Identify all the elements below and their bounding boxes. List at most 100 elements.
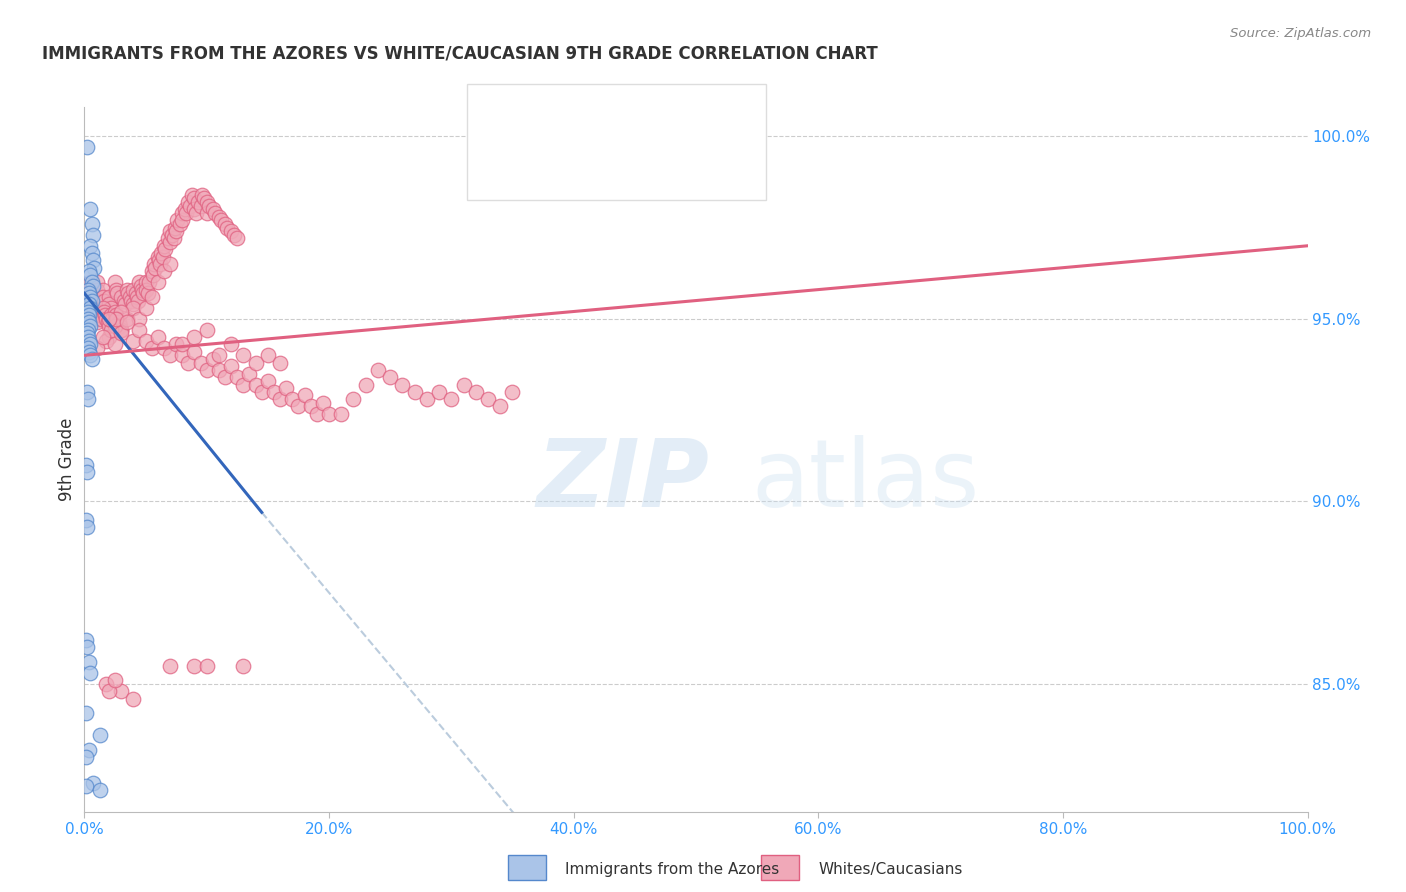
- Point: [138, 275, 160, 289]
- Point: [117, 286, 139, 301]
- Point: [464, 384, 486, 399]
- Point: [122, 283, 145, 297]
- Text: 0.719: 0.719: [572, 161, 630, 179]
- Point: [105, 311, 128, 326]
- Point: [114, 297, 136, 311]
- Point: [110, 326, 132, 341]
- Point: [146, 330, 169, 344]
- Point: [219, 224, 242, 238]
- Point: [105, 286, 128, 301]
- Point: [104, 275, 127, 289]
- Point: [89, 782, 111, 797]
- Point: [195, 658, 218, 673]
- Text: N =: N =: [661, 161, 700, 179]
- Point: [195, 194, 218, 209]
- Point: [250, 384, 273, 399]
- Text: 49: 49: [702, 107, 733, 126]
- Point: [75, 706, 97, 720]
- Point: [135, 275, 157, 289]
- Point: [146, 275, 169, 289]
- Point: [122, 334, 145, 348]
- Point: [269, 356, 291, 370]
- Point: [110, 684, 132, 698]
- Point: [153, 239, 176, 253]
- Point: [76, 640, 98, 655]
- Point: [115, 283, 138, 297]
- Point: [153, 264, 176, 278]
- Point: [110, 304, 132, 318]
- Point: [77, 742, 100, 756]
- Point: [86, 341, 108, 355]
- Point: [149, 257, 172, 271]
- Point: [122, 301, 145, 315]
- Point: [489, 400, 512, 414]
- Point: [89, 293, 111, 308]
- Point: [172, 213, 194, 227]
- Point: [257, 348, 280, 362]
- Text: 200: 200: [702, 161, 740, 179]
- Point: [287, 400, 309, 414]
- Point: [131, 283, 153, 297]
- Point: [380, 370, 402, 384]
- Point: [214, 217, 236, 231]
- Point: [77, 304, 100, 318]
- Point: [440, 392, 463, 406]
- Point: [91, 290, 114, 304]
- Point: [75, 513, 97, 527]
- Text: atlas: atlas: [751, 434, 979, 526]
- Point: [76, 140, 98, 154]
- Point: [172, 206, 194, 220]
- Point: [453, 377, 475, 392]
- Point: [391, 377, 413, 392]
- Point: [172, 348, 194, 362]
- Point: [122, 297, 145, 311]
- Point: [142, 268, 165, 282]
- Point: [79, 239, 101, 253]
- Point: [110, 323, 132, 337]
- Point: [177, 356, 200, 370]
- Point: [90, 311, 112, 326]
- Point: [80, 246, 103, 260]
- Point: [118, 290, 141, 304]
- Point: [103, 316, 125, 330]
- Point: [191, 187, 214, 202]
- Point: [87, 304, 110, 318]
- Point: [86, 316, 108, 330]
- Point: [179, 199, 201, 213]
- Point: [125, 290, 148, 304]
- Point: [115, 316, 138, 330]
- Point: [97, 330, 120, 344]
- Point: [181, 187, 204, 202]
- Point: [367, 363, 389, 377]
- Point: [79, 301, 101, 315]
- Point: [86, 283, 108, 297]
- Point: [427, 384, 450, 399]
- Point: [208, 210, 231, 224]
- Point: [174, 206, 197, 220]
- Point: [77, 308, 100, 322]
- Point: [77, 344, 100, 359]
- Point: [204, 206, 226, 220]
- Point: [82, 775, 104, 789]
- Point: [112, 293, 135, 308]
- Point: [101, 311, 124, 326]
- Point: [299, 400, 322, 414]
- Point: [82, 304, 104, 318]
- Point: [305, 407, 328, 421]
- Point: [80, 301, 103, 315]
- Point: [222, 227, 245, 242]
- Point: [77, 316, 100, 330]
- Point: [276, 381, 298, 395]
- Point: [97, 319, 120, 334]
- Text: IMMIGRANTS FROM THE AZORES VS WHITE/CAUCASIAN 9TH GRADE CORRELATION CHART: IMMIGRANTS FROM THE AZORES VS WHITE/CAUC…: [42, 45, 877, 62]
- Point: [75, 633, 97, 648]
- Point: [105, 311, 128, 326]
- Point: [105, 283, 128, 297]
- Point: [79, 275, 101, 289]
- Point: [232, 377, 254, 392]
- Point: [83, 260, 105, 275]
- Point: [108, 319, 131, 334]
- Point: [83, 286, 105, 301]
- Point: [79, 290, 101, 304]
- Point: [76, 465, 98, 479]
